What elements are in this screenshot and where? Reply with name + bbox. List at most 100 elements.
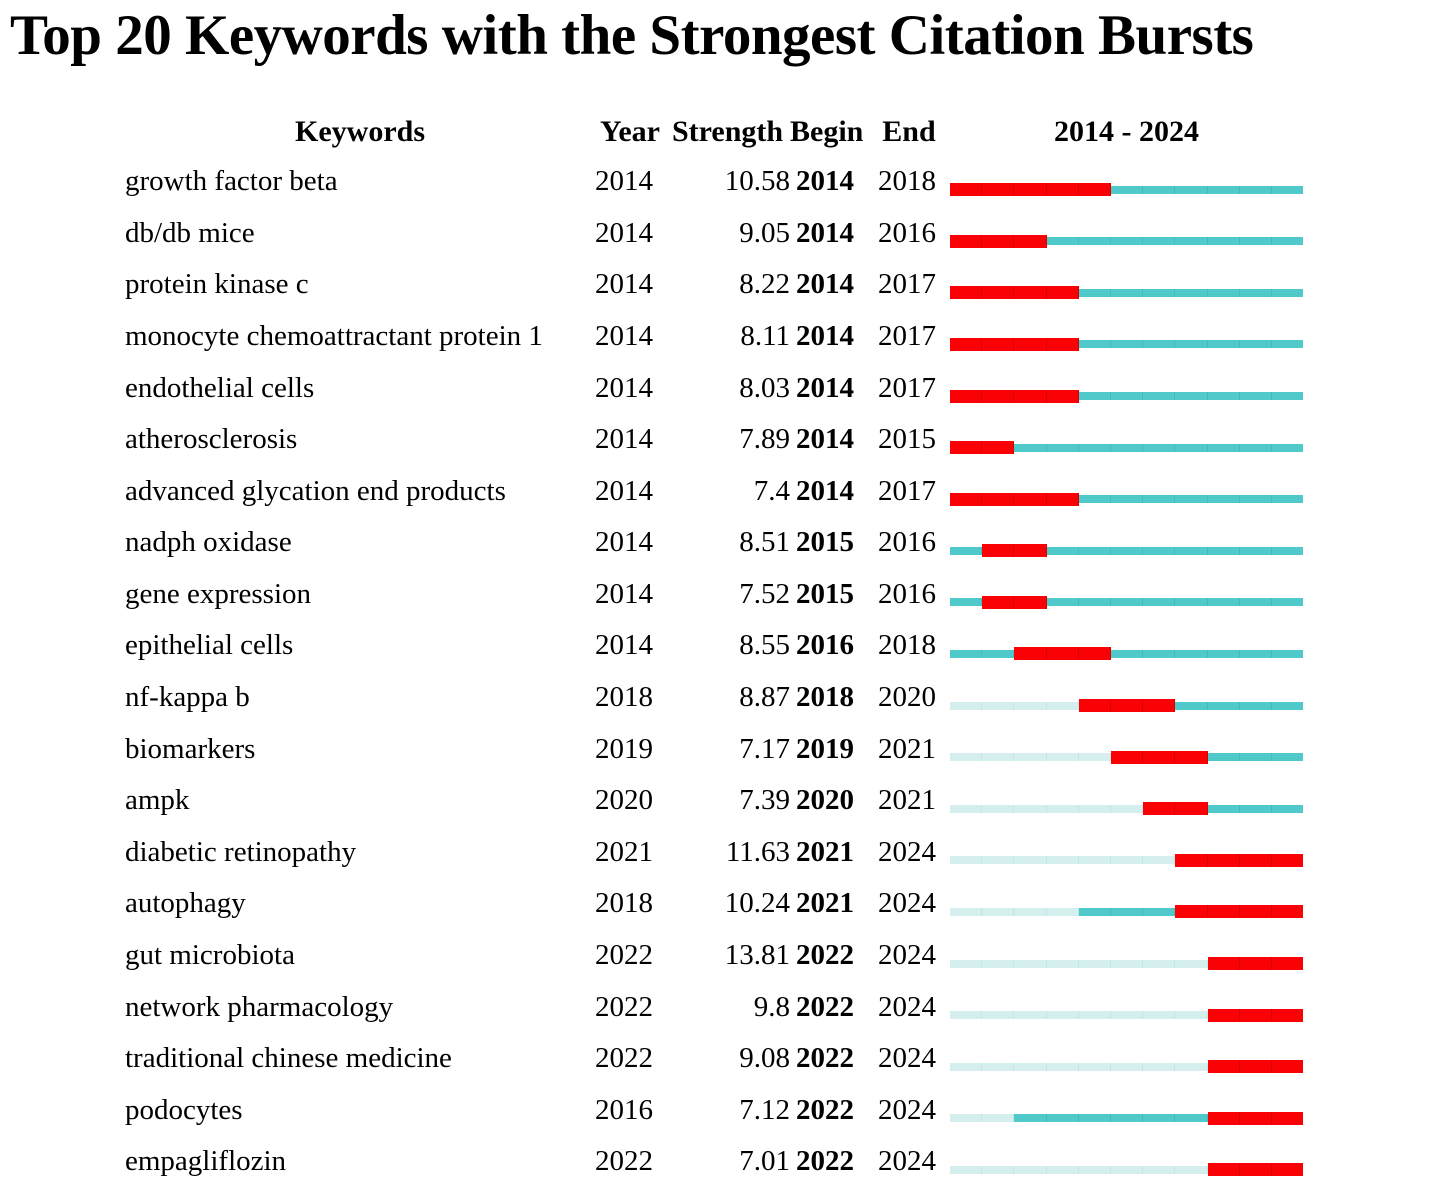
year-segment-2014-burst xyxy=(950,183,983,197)
begin-cell: 2022 xyxy=(796,990,854,1023)
year-segment-2020-pre xyxy=(1143,1062,1176,1071)
year-segment-2022-present xyxy=(1207,237,1240,246)
table-row: traditional chinese medicine 2022 9.08 2022… xyxy=(125,1036,1432,1088)
begin-cell: 2022 xyxy=(796,1145,854,1178)
year-segment-2022-present xyxy=(1207,753,1240,762)
strength-cell: 8.51 xyxy=(739,526,790,559)
year-segment-2014-burst xyxy=(950,286,983,300)
timeline-track xyxy=(940,938,1304,990)
year-cell: 2021 xyxy=(595,835,653,868)
year-segment-2022-present xyxy=(1207,546,1240,555)
year-segment-2024-present xyxy=(1271,340,1304,349)
year-segment-2016-pre xyxy=(1014,753,1047,762)
end-cell: 2024 xyxy=(878,990,936,1023)
year-segment-2018-pre xyxy=(1078,753,1111,762)
begin-cell: 2015 xyxy=(796,577,854,610)
year-segment-2021-present xyxy=(1175,185,1208,194)
year-segment-2019-present xyxy=(1110,288,1144,297)
year-segment-2019-present xyxy=(1110,546,1144,555)
year-cell: 2014 xyxy=(595,629,653,662)
keyword-cell: biomarkers xyxy=(125,732,256,765)
year-segment-2022-burst xyxy=(1207,1060,1240,1074)
year-segment-2023-burst xyxy=(1239,1163,1272,1177)
year-segment-2020-present xyxy=(1143,1114,1176,1123)
timeline-track xyxy=(940,783,1304,835)
year-segment-2023-burst xyxy=(1239,1060,1272,1074)
keyword-cell: db/db mice xyxy=(125,216,255,249)
end-cell: 2018 xyxy=(878,629,936,662)
strength-cell: 10.24 xyxy=(724,887,790,920)
end-cell: 2021 xyxy=(878,732,936,765)
year-segment-2021-pre xyxy=(1175,1062,1208,1071)
year-segment-2019-present xyxy=(1110,598,1144,607)
year-segment-2015-pre xyxy=(982,1114,1015,1123)
year-segment-2015-pre xyxy=(982,1011,1015,1020)
year-segment-2015-burst xyxy=(982,389,1015,403)
year-segment-2014-pre xyxy=(950,804,983,813)
table-header: Keywords Year Strength Begin End 2014 - … xyxy=(125,105,1432,159)
end-cell: 2024 xyxy=(878,939,936,972)
strength-cell: 9.8 xyxy=(753,990,790,1023)
year-segment-2014-pre xyxy=(950,701,983,710)
year-segment-2016-present xyxy=(1014,1114,1047,1123)
year-segment-2016-pre xyxy=(1014,701,1047,710)
strength-cell: 8.55 xyxy=(739,629,790,662)
year-segment-2024-present xyxy=(1271,804,1304,813)
end-cell: 2024 xyxy=(878,1093,936,1126)
year-segment-2024-burst xyxy=(1271,1111,1304,1125)
year-segment-2021-burst xyxy=(1175,905,1208,919)
end-cell: 2016 xyxy=(878,526,936,559)
year-segment-2022-present xyxy=(1207,392,1240,400)
begin-cell: 2022 xyxy=(796,1093,854,1126)
year-segment-2016-burst xyxy=(1014,647,1047,661)
year-segment-2021-present xyxy=(1175,340,1208,349)
end-cell: 2015 xyxy=(878,423,936,456)
year-segment-2023-present xyxy=(1239,237,1272,246)
year-segment-2019-pre xyxy=(1110,1062,1144,1071)
year-cell: 2014 xyxy=(595,371,653,404)
year-segment-2024-present xyxy=(1271,392,1304,400)
strength-cell: 9.08 xyxy=(739,1042,790,1075)
year-segment-2023-present xyxy=(1239,546,1272,555)
timeline-track xyxy=(940,577,1304,629)
year-cell: 2014 xyxy=(595,474,653,507)
table-row: endothelial cells 2014 8.03 2014 2017 xyxy=(125,365,1432,417)
year-segment-2021-present xyxy=(1175,392,1208,400)
keyword-cell: protein kinase c xyxy=(125,268,309,301)
year-segment-2016-pre xyxy=(1014,907,1047,916)
keyword-cell: empagliflozin xyxy=(125,1145,287,1178)
year-segment-2020-present xyxy=(1143,237,1176,246)
timeline-track xyxy=(940,164,1304,216)
year-segment-2019-present xyxy=(1110,392,1144,400)
begin-cell: 2014 xyxy=(796,319,854,352)
year-segment-2022-present xyxy=(1207,185,1240,194)
year-segment-2020-present xyxy=(1143,649,1176,658)
year-segment-2014-pre xyxy=(950,907,983,916)
year-segment-2017-pre xyxy=(1046,1011,1079,1020)
year-segment-2017-pre xyxy=(1046,1062,1079,1071)
keyword-cell: diabetic retinopathy xyxy=(125,835,357,868)
year-segment-2018-burst xyxy=(1078,647,1111,661)
end-cell: 2017 xyxy=(878,474,936,507)
year-segment-2018-pre xyxy=(1078,1011,1111,1020)
year-segment-2018-present xyxy=(1078,288,1111,297)
year-segment-2015-pre xyxy=(982,753,1015,762)
keyword-cell: podocytes xyxy=(125,1093,243,1126)
year-segment-2016-pre xyxy=(1014,856,1047,865)
keyword-cell: gene expression xyxy=(125,577,312,610)
year-segment-2016-burst xyxy=(1014,234,1047,248)
year-segment-2020-pre xyxy=(1143,856,1176,865)
keyword-cell: nf-kappa b xyxy=(125,681,250,714)
header-keywords: Keywords xyxy=(295,114,425,148)
end-cell: 2024 xyxy=(878,835,936,868)
begin-cell: 2014 xyxy=(796,371,854,404)
strength-cell: 7.39 xyxy=(739,784,790,817)
year-segment-2021-present xyxy=(1175,237,1208,246)
end-cell: 2017 xyxy=(878,371,936,404)
strength-cell: 8.03 xyxy=(739,371,790,404)
year-segment-2017-pre xyxy=(1046,804,1079,813)
timeline-track xyxy=(940,1144,1304,1192)
begin-cell: 2015 xyxy=(796,526,854,559)
year-segment-2021-present xyxy=(1175,649,1208,658)
year-segment-2019-present xyxy=(1110,340,1144,349)
